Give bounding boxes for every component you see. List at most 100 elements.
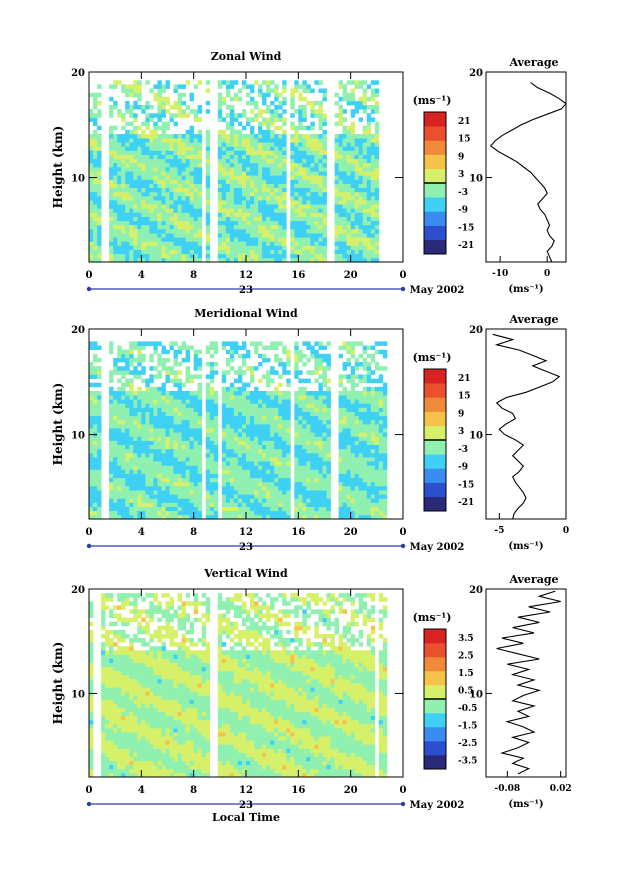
field-cell: [153, 506, 158, 512]
field-cell: [278, 473, 283, 479]
field-cell: [370, 498, 376, 503]
field-cell: [346, 452, 351, 458]
field-cell: [282, 187, 287, 193]
field-cell: [177, 175, 182, 180]
field-cell: [113, 477, 118, 483]
field-cell: [350, 391, 356, 396]
field-cell: [358, 216, 364, 222]
field-cell: [189, 249, 194, 255]
field-cell: [129, 362, 134, 367]
field-cell: [294, 399, 299, 404]
field-cell: [278, 245, 283, 250]
field-cell: [242, 469, 247, 474]
field-cell: [318, 138, 323, 143]
field-cell: [117, 366, 122, 371]
field-cell: [153, 349, 158, 355]
field-cell: [322, 142, 327, 147]
field-cell: [358, 183, 364, 188]
field-cell: [185, 391, 190, 396]
field-cell: [225, 498, 231, 503]
field-cell: [113, 469, 118, 474]
field-cell: [233, 428, 239, 433]
field-cell: [274, 142, 279, 147]
field-cell: [129, 436, 134, 441]
field-cell: [233, 473, 239, 479]
field-cell: [274, 233, 279, 238]
field-cell: [294, 440, 299, 445]
field-cell: [137, 473, 142, 479]
field-cell: [189, 138, 194, 143]
field-cell: [125, 424, 130, 429]
field-cell: [145, 212, 150, 217]
field-cell: [318, 432, 323, 437]
field-cell: [145, 138, 150, 143]
field-cell: [209, 498, 215, 503]
field-cell: [205, 191, 211, 197]
field-cell: [274, 216, 279, 222]
field-cell: [229, 121, 235, 127]
field-cell: [157, 220, 162, 226]
field-cell: [189, 415, 194, 421]
field-cell: [254, 171, 259, 176]
field-cell: [326, 403, 331, 408]
field-cell: [266, 514, 271, 520]
field-cell: [274, 415, 279, 421]
field-cell: [354, 403, 360, 408]
field-cell: [262, 216, 267, 222]
field-cell: [302, 403, 307, 408]
field-cell: [125, 411, 130, 417]
field-cell: [250, 366, 255, 371]
field-cell: [165, 121, 170, 127]
field-cell: [266, 195, 271, 201]
field-cell: [338, 436, 343, 441]
field-cell: [298, 208, 303, 213]
field-cell: [113, 357, 118, 363]
field-cell: [225, 494, 231, 499]
field-cell: [221, 502, 227, 507]
field-cell: [366, 233, 372, 238]
field-cell: [246, 187, 251, 193]
field-cell: [181, 448, 186, 454]
field-cell: [366, 191, 372, 197]
field-cell: [346, 391, 351, 396]
field-cell: [137, 216, 142, 222]
field-cell: [225, 229, 231, 234]
field-cell: [322, 146, 327, 151]
field-cell: [233, 154, 239, 160]
field-cell: [213, 452, 219, 458]
field-cell: [129, 237, 134, 242]
field-cell: [133, 162, 138, 168]
field-cell: [374, 233, 380, 238]
field-cell: [165, 415, 170, 421]
field-cell: [157, 245, 162, 250]
field-cell: [282, 249, 287, 255]
field-cell: [370, 370, 376, 375]
field-cell: [133, 208, 138, 213]
field-cell: [93, 187, 98, 193]
field-cell: [149, 142, 154, 147]
field-cell: [97, 195, 102, 201]
field-cell: [225, 216, 231, 222]
field-cell: [193, 510, 199, 516]
field-cell: [157, 353, 162, 359]
field-cell: [290, 167, 295, 172]
field-cell: [125, 179, 130, 184]
field-cell: [193, 84, 199, 89]
field-cell: [294, 411, 299, 417]
field-cell: [282, 498, 287, 503]
field-cell: [177, 424, 182, 429]
field-cell: [197, 403, 203, 408]
field-cell: [262, 494, 267, 499]
field-cell: [374, 477, 380, 483]
field-cell: [113, 399, 118, 404]
field-cell: [314, 432, 319, 437]
field-cell: [233, 378, 239, 384]
field-cell: [314, 440, 319, 445]
field-cell: [346, 245, 351, 250]
field-cell: [314, 514, 319, 520]
field-cell: [354, 436, 360, 441]
field-cell: [382, 391, 388, 396]
field-cell: [93, 469, 98, 474]
field-cell: [153, 154, 158, 160]
field-cell: [121, 162, 126, 168]
